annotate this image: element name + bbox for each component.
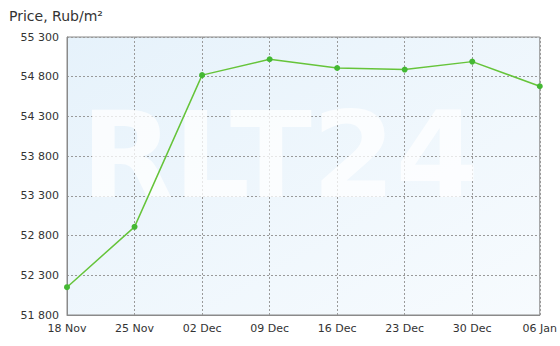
svg-text:18 Nov: 18 Nov <box>48 322 87 335</box>
svg-text:23 Dec: 23 Dec <box>385 322 424 335</box>
svg-text:Price, Rub/m²: Price, Rub/m² <box>9 8 103 24</box>
svg-text:53 800: 53 800 <box>21 150 60 163</box>
svg-text:55 300: 55 300 <box>21 31 60 44</box>
svg-text:52 800: 52 800 <box>21 229 60 242</box>
svg-text:51 800: 51 800 <box>21 309 60 322</box>
svg-text:16 Dec: 16 Dec <box>318 322 357 335</box>
svg-text:25 Nov: 25 Nov <box>115 322 154 335</box>
svg-text:09 Dec: 09 Dec <box>250 322 289 335</box>
svg-text:53 300: 53 300 <box>21 189 60 202</box>
svg-text:02 Dec: 02 Dec <box>183 322 222 335</box>
svg-text:30 Dec: 30 Dec <box>453 322 492 335</box>
svg-text:54 300: 54 300 <box>21 110 60 123</box>
svg-text:52 300: 52 300 <box>21 269 60 282</box>
svg-text:RLT24: RLT24 <box>81 86 479 225</box>
svg-text:06 Jan: 06 Jan <box>523 322 557 335</box>
svg-text:54 800: 54 800 <box>21 70 60 83</box>
